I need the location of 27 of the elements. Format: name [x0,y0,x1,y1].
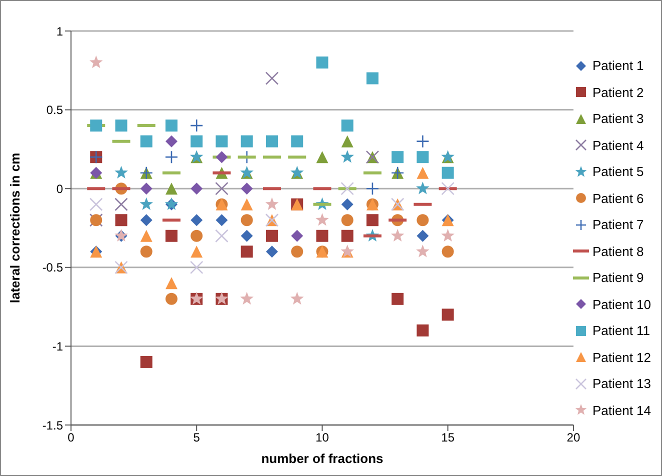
legend-label: Patient 5 [592,164,644,180]
legend-label: Patient 6 [592,190,644,206]
legend-label: Patient 3 [592,111,644,126]
legend-label: Patient 1 [592,58,644,74]
legend-label: Patient 8 [592,244,644,259]
y-tick-label: 0.5 [46,103,64,118]
legend-label: Patient 11 [592,323,650,338]
x-axis-title: number of fractions [261,451,384,466]
legend-label: Patient 7 [592,217,644,232]
x-tick-label: 15 [441,430,455,445]
legend-label: Patient 9 [592,270,644,286]
x-tick-label: 20 [566,430,580,445]
legend-label: Patient 4 [592,138,644,153]
legend-label: Patient 2 [592,84,644,100]
y-tick-label: -1.5 [42,418,64,432]
y-tick-label: -1 [52,339,64,354]
legend-label: Patient 13 [592,376,651,392]
legend-label: Patient 12 [592,350,651,365]
y-tick-label: 0 [56,182,64,196]
x-tick-label: 5 [193,430,200,445]
y-tick-label: 1 [56,24,64,38]
y-tick-label: -0.5 [42,260,64,275]
legend-label: Patient 14 [592,402,651,418]
x-tick-label: 0 [68,430,75,445]
x-tick-label: 10 [316,430,330,445]
legend-label: Patient 10 [592,296,651,312]
y-axis-title: lateral corrections in cm [8,152,23,304]
